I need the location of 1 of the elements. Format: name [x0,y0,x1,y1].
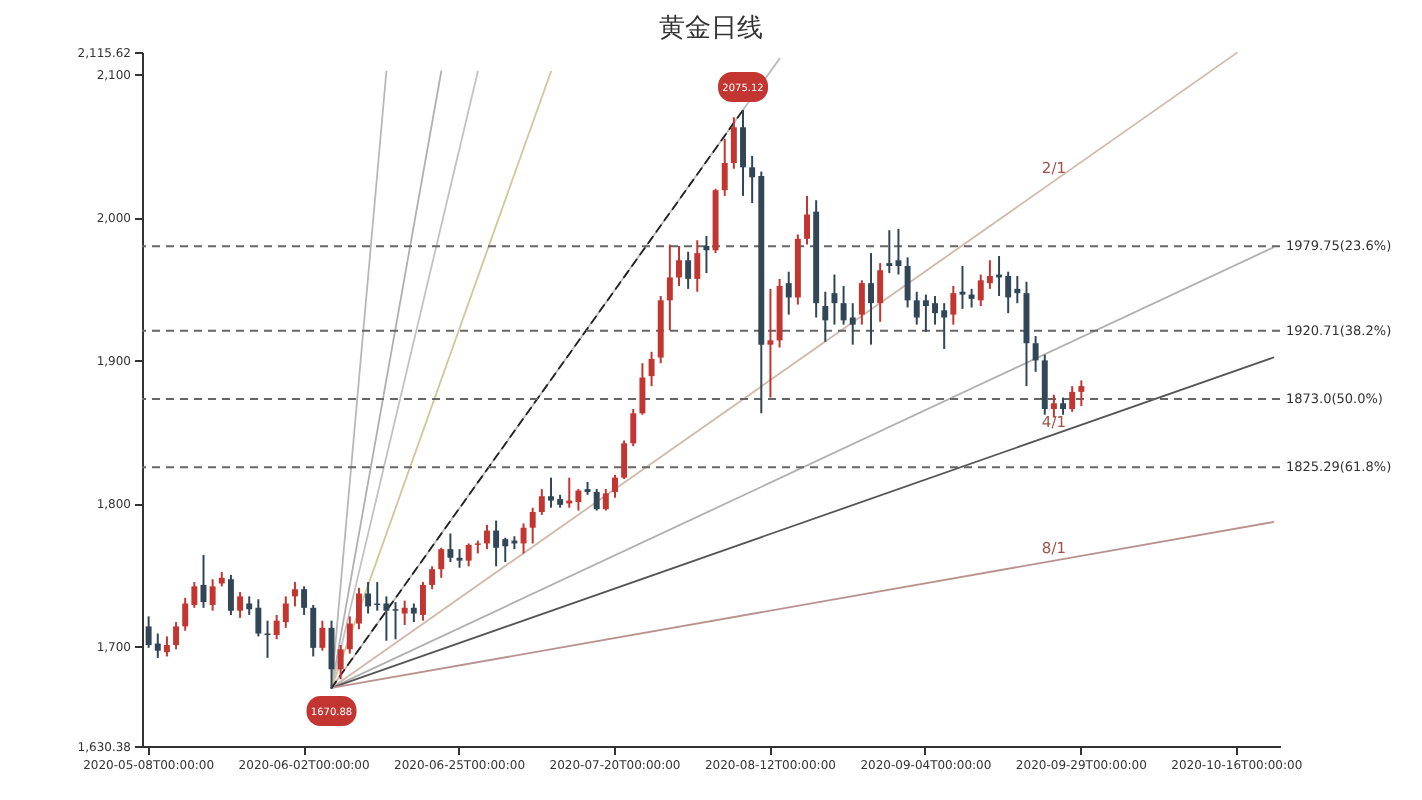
chart-title: 黄金日线 [659,14,763,44]
